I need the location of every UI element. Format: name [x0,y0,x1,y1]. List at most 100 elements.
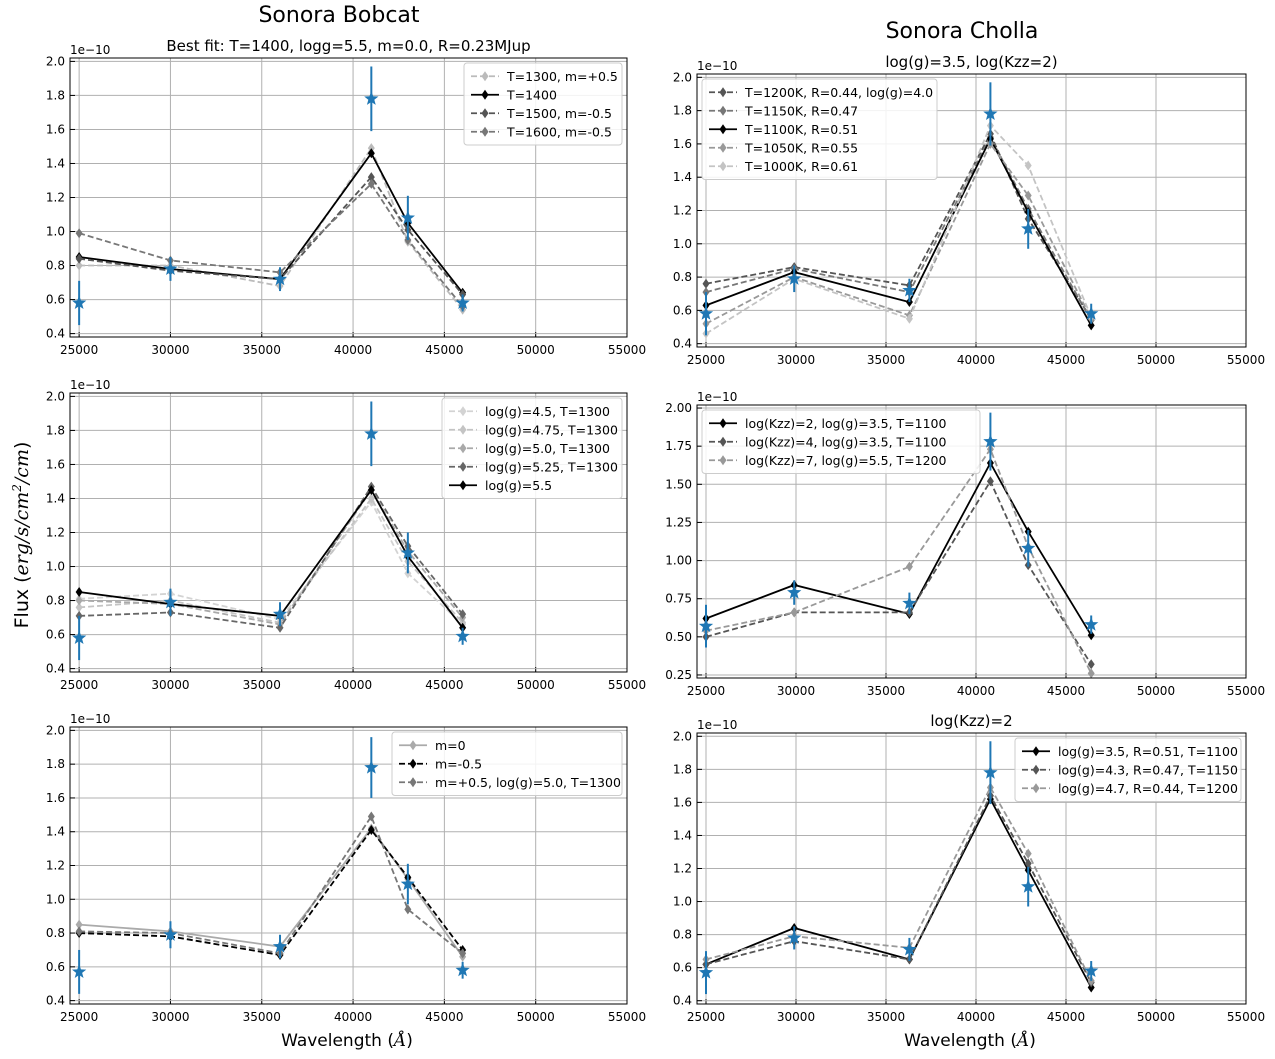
legend-entry: log(g)=5.25, T=1300 [449,459,618,474]
observed-point [902,595,917,610]
y-tick-label: 1.6 [673,137,692,151]
legend-label: log(g)=4.7, R=0.44, T=1200 [1058,781,1238,796]
series-line [705,461,1092,636]
right-column-title: Sonora Cholla [886,19,1039,44]
y-tick-label: 0.4 [46,662,65,676]
y-tick-label: 0.75 [665,592,692,606]
observed-point [272,271,288,286]
legend-label: T=1000K, R=0.61 [744,159,858,174]
series-marker [75,595,83,606]
observed-point [1021,221,1036,235]
y-tick-label: 0.6 [46,960,65,974]
x-tick-label: 40000 [334,343,372,357]
legend-label: log(g)=4.3, R=0.47, T=1150 [1058,762,1238,777]
x-tick-label: 55000 [608,678,646,692]
series-line [78,151,464,294]
observed-point [983,434,998,448]
y-scale-label: 1e−10 [697,718,737,732]
legend-label: T=1100K, R=0.51 [744,122,858,137]
legend-marker [719,418,727,429]
legend-label: T=1600, m=-0.5 [506,124,612,139]
x-axis-label-left-prefix: Wavelength ( [281,1031,394,1051]
legend: m=0 m=-0.5 m=+0.5, log(g)=5.0, T=1300 [391,731,623,796]
legend-box [441,397,623,499]
series-marker [75,602,83,613]
series-line [79,828,464,956]
x-tick-label: 30000 [777,353,815,367]
series-marker [367,143,375,154]
y-tick-label: 0.6 [673,303,692,317]
legend-entry: log(g)=4.7, R=0.44, T=1200 [1022,781,1238,796]
y-tick-label: 0.8 [673,270,692,284]
x-tick-label: 45000 [1047,1010,1085,1024]
series-line [705,136,1092,326]
series-marker [367,811,375,822]
y-tick-label: 0.50 [665,630,692,644]
legend-label: m=+0.5, log(g)=5.0, T=1300 [435,775,621,790]
series-line [705,142,1093,325]
y-tick-label: 2.0 [673,70,692,84]
y-tick-label: 1.8 [673,762,692,776]
y-tick-label: 1.75 [665,439,692,453]
legend-entry: log(g)=4.75, T=1300 [449,422,618,437]
observed-point [400,545,415,559]
legend-marker [459,424,467,435]
y-tick-label: 2.0 [46,723,65,737]
series-line [705,123,1093,335]
legend-marker [409,777,417,788]
y-tick-label: 0.6 [673,961,692,975]
x-tick-label: 50000 [1137,1010,1175,1024]
model-series [702,476,1095,670]
y-tick-label: 1.0 [673,895,692,909]
series-line [79,484,464,629]
plot-frame [69,392,628,673]
series-marker [75,926,83,937]
observed-point [364,426,379,440]
x-tick-label: 25000 [60,1010,98,1024]
legend-entry: T=1100K, R=0.51 [709,122,858,137]
series-marker [276,622,284,633]
legend-marker [481,126,489,137]
series-line [705,447,1093,674]
panel-title: log(Kzz)=2 [930,712,1012,730]
x-tick-label: 40000 [334,1010,372,1024]
legend-entry: T=1050K, R=0.55 [709,140,858,155]
panel-title: Best fit: T=1400, logg=5.5, m=0.0, R=0.2… [166,37,530,55]
observed-point [1084,306,1099,320]
legend-label: log(g)=4.5, T=1300 [485,404,610,419]
legend-entry: log(g)=3.5, R=0.51, T=1100 [1022,744,1238,759]
legend-marker [1032,746,1040,757]
x-tick-label: 55000 [1227,353,1265,367]
x-tick-label: 45000 [1047,353,1085,367]
x-tick-label: 50000 [1137,353,1175,367]
series-marker [367,148,375,159]
y-tick-label: 1.6 [46,122,65,136]
model-series [702,444,1095,679]
series-marker [1024,160,1032,171]
y-tick-label: 1.25 [665,515,692,529]
y-tick-label: 1.8 [673,104,692,118]
y-tick-label: 1.6 [46,791,65,805]
legend-label: T=1050K, R=0.55 [744,140,858,155]
y-axis-label-sup: 2 [10,484,24,493]
series-marker [75,228,83,239]
x-tick-label: 45000 [425,678,463,692]
x-tick-label: 45000 [1047,684,1085,698]
legend-marker [481,71,489,82]
legend-label: log(Kzz)=2, log(g)=3.5, T=1100 [745,416,947,431]
series-marker [404,904,412,915]
legend-marker [481,108,489,119]
legend: log(g)=3.5, R=0.51, T=1100 log(g)=4.3, R=… [1014,737,1242,802]
legend-label: log(Kzz)=7, log(g)=5.5, T=1200 [745,453,947,468]
observed-point [400,876,415,891]
y-tick-label: 1.2 [46,859,65,873]
observed-series [72,66,470,326]
series-line [79,500,464,626]
y-tick-label: 2.0 [46,389,65,403]
observed-series [698,412,1099,648]
x-tick-label: 25000 [687,1010,725,1024]
x-axis-label-right: Wavelength (Å) [904,1030,1036,1051]
legend-label: log(g)=3.5, R=0.51, T=1100 [1058,744,1238,759]
observed-point [455,628,470,643]
x-axis-label-left-unit: Å [392,1030,406,1051]
